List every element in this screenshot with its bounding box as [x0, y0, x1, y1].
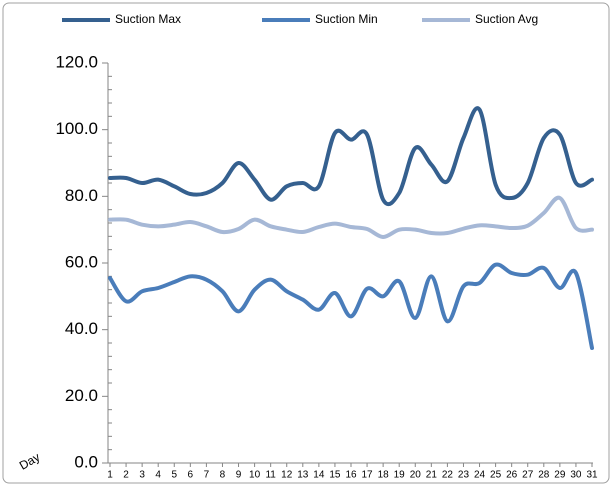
legend-label: Suction Avg: [475, 12, 538, 26]
x-tick-label: 4: [155, 470, 161, 481]
y-tick-label: 40.0: [65, 319, 98, 338]
x-tick-label: 5: [171, 470, 177, 481]
x-tick-label: 15: [329, 470, 341, 481]
x-tick-label: 10: [249, 470, 261, 481]
series-line: [108, 262, 594, 350]
x-tick-label: 12: [281, 470, 293, 481]
x-tick-label: 2: [123, 470, 129, 481]
x-tick-label: 16: [345, 470, 357, 481]
x-tick-label: 28: [538, 470, 550, 481]
y-tick-label: 20.0: [65, 386, 98, 405]
legend-label: Suction Max: [115, 12, 181, 26]
x-tick-label: 21: [426, 470, 438, 481]
x-tick-label: 24: [474, 470, 486, 481]
x-tick-label: 1: [107, 470, 113, 481]
x-tick-label: 9: [236, 470, 242, 481]
x-tick-label: 19: [394, 470, 406, 481]
x-tick-label: 25: [490, 470, 502, 481]
x-tick-label: 11: [265, 470, 276, 481]
x-tick-label: 27: [522, 470, 534, 481]
x-tick-label: 13: [297, 470, 309, 481]
x-tick-label: 29: [554, 470, 566, 481]
x-tick-label: 17: [362, 470, 374, 481]
x-tick-label: 20: [410, 470, 422, 481]
x-tick-label: 14: [313, 470, 325, 481]
x-tick-label: 23: [458, 470, 470, 481]
y-tick-label: 100.0: [55, 119, 98, 138]
series-line: [108, 106, 594, 207]
y-tick-label: 80.0: [65, 186, 98, 205]
x-tick-label: 8: [220, 470, 226, 481]
x-tick-label: 31: [586, 470, 598, 481]
y-tick-label: 120.0: [55, 52, 98, 71]
x-tick-label: 18: [378, 470, 390, 481]
series-line: [108, 195, 594, 239]
x-tick-label: 6: [188, 470, 194, 481]
x-tick-label: 22: [442, 470, 454, 481]
x-tick-label: 7: [204, 470, 210, 481]
x-tick-label: 30: [570, 470, 582, 481]
y-tick-label: 0.0: [74, 452, 98, 471]
y-tick-label: 60.0: [65, 252, 98, 271]
x-tick-label: 26: [506, 470, 518, 481]
x-tick-label: 3: [139, 470, 145, 481]
legend-label: Suction Min: [315, 12, 378, 26]
